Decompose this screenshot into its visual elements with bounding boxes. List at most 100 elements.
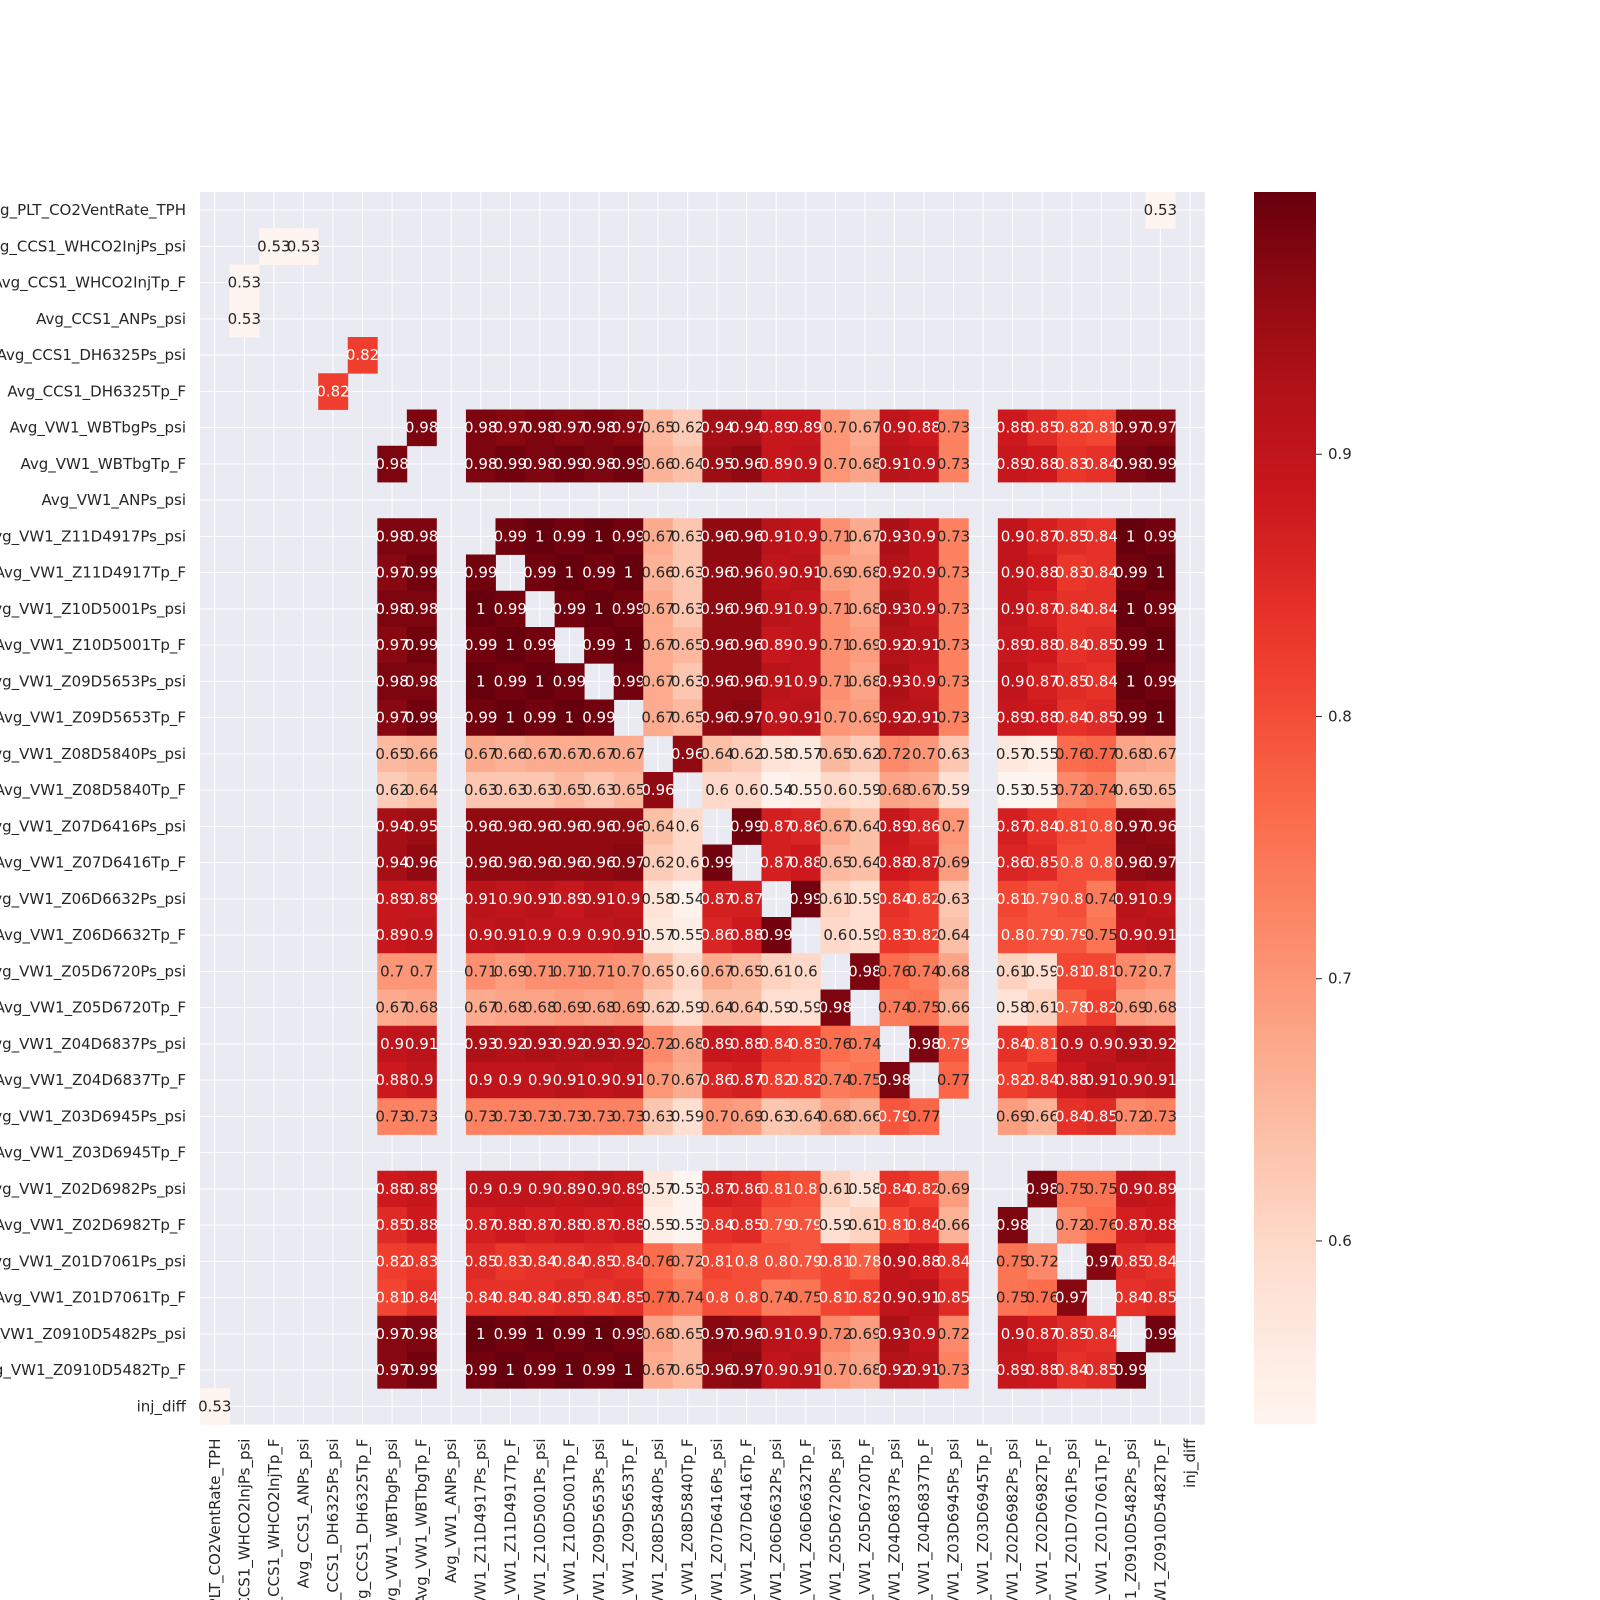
cell-value-label: 0.66 xyxy=(848,1107,881,1125)
cell-value-label: 0.73 xyxy=(553,1107,586,1125)
heatmap-cell xyxy=(613,917,644,954)
heatmap-cell xyxy=(1145,880,1176,918)
heatmap-cell xyxy=(820,1062,851,1099)
cell-value-label: 0.77 xyxy=(907,1107,940,1125)
heatmap-cell xyxy=(525,953,555,990)
cell-value-label: 0.87 xyxy=(730,1071,763,1089)
cell-value-label: 0.89 xyxy=(789,419,822,437)
cell-value-label: 0.84 xyxy=(582,1289,615,1307)
heatmap-cell xyxy=(731,699,762,737)
cell-value-label: 0.68 xyxy=(523,999,556,1017)
heatmap-cell xyxy=(731,1170,762,1208)
heatmap-cell xyxy=(702,1025,733,1063)
cell-value-label: 0.59 xyxy=(848,926,881,944)
cell-value-label: 0.97 xyxy=(375,1361,408,1379)
x-tick-label: Avg_VW1_Z08D5840Tp_F xyxy=(679,1439,698,1600)
cell-value-label: 0.68 xyxy=(405,999,438,1017)
cell-value-label: 0.96 xyxy=(582,817,615,835)
heatmap-cell xyxy=(761,917,792,954)
y-tick-label: Avg_VW1_Z03D6945Ps_psi xyxy=(0,1107,186,1126)
cell-value-label: 0.9 xyxy=(882,1252,906,1270)
heatmap-cell xyxy=(1086,808,1117,845)
cell-value-label: 0.97 xyxy=(730,1361,763,1379)
y-tick-label: Avg_VW1_Z02D6982Ps_psi xyxy=(0,1180,186,1199)
cell-value-label: 0.67 xyxy=(700,962,733,980)
cell-value-label: 0.81 xyxy=(760,1180,793,1198)
heatmap-cell xyxy=(1027,699,1058,737)
cell-value-label: 0.68 xyxy=(671,1035,704,1053)
cell-value-label: 0.85 xyxy=(375,1216,408,1234)
heatmap-cell xyxy=(1116,772,1146,809)
heatmap-cell xyxy=(643,699,674,737)
heatmap-cell xyxy=(672,1352,703,1389)
heatmap-cell xyxy=(672,917,703,954)
cell-value-label: 0.63 xyxy=(523,781,556,799)
heatmap-cell xyxy=(850,880,881,918)
heatmap-cell xyxy=(1027,1315,1058,1353)
cell-value-label: 0.92 xyxy=(878,709,911,727)
cell-value-label: 0.83 xyxy=(1055,564,1088,582)
cell-value-label: 0.9 xyxy=(1001,564,1025,582)
heatmap-cell xyxy=(909,844,940,882)
cell-value-label: 0.9 xyxy=(469,1071,493,1089)
cell-value-label: 0.92 xyxy=(878,564,911,582)
cell-value-label: 0.89 xyxy=(996,455,1029,473)
cell-value-label: 0.9 xyxy=(1001,600,1025,618)
y-tick-label: Avg_VW1_Z11D4917Tp_F xyxy=(0,564,186,583)
y-axis-tick-labels: Avg_PLT_CO2VentRate_TPH Avg_CCS1_WHCO2Inj… xyxy=(0,201,187,1416)
cell-value-label: 0.9 xyxy=(912,527,936,545)
heatmap-cell xyxy=(702,518,733,555)
heatmap-cell xyxy=(495,953,526,990)
x-tick-label: Avg_VW1_Z03D6945Tp_F xyxy=(974,1439,993,1600)
heatmap-cell xyxy=(909,1315,940,1353)
heatmap-cell xyxy=(761,590,792,628)
colorbar-tick-label: 0.6 xyxy=(1328,1232,1352,1250)
cell-value-label: 0.98 xyxy=(996,1216,1029,1234)
heatmap-cell xyxy=(495,880,526,918)
heatmap-cell xyxy=(850,735,881,773)
heatmap-cell xyxy=(1056,1062,1087,1099)
heatmap-cell xyxy=(672,735,703,773)
cell-value-label: 0.98 xyxy=(375,527,408,545)
cell-value-label: 0.9 xyxy=(617,890,641,908)
cell-value-label: 0.98 xyxy=(405,419,438,437)
heatmap-cell xyxy=(495,1098,526,1135)
heatmap-cell xyxy=(584,1170,615,1208)
heatmap-cell xyxy=(643,1279,674,1317)
cell-value-label: 0.64 xyxy=(405,781,438,799)
cell-value-label: 0.98 xyxy=(848,962,881,980)
cell-value-label: 0.55 xyxy=(671,926,704,944)
cell-value-label: 0.82 xyxy=(346,346,379,364)
cell-value-label: 0.67 xyxy=(641,1361,674,1379)
cell-value-label: 0.9 xyxy=(794,1325,818,1343)
cell-value-label: 0.69 xyxy=(848,1325,881,1343)
heatmap-cell xyxy=(909,627,940,664)
heatmap-cell xyxy=(1116,663,1146,700)
cell-value-label: 0.68 xyxy=(848,564,881,582)
x-tick-label: Avg_VW1_Z04D6837Ps_psi xyxy=(885,1439,904,1600)
cell-value-label: 0.86 xyxy=(730,1180,763,1198)
cell-value-label: 0.67 xyxy=(464,745,497,763)
heatmap-cell xyxy=(1116,917,1146,954)
cell-value-label: 0.97 xyxy=(1055,1289,1088,1307)
heatmap-cell xyxy=(879,627,910,664)
heatmap-cell xyxy=(791,989,821,1027)
cell-value-label: 0.71 xyxy=(819,636,852,654)
heatmap-cell xyxy=(672,880,703,918)
cell-value-label: 0.8 xyxy=(1089,854,1113,872)
heatmap-cell xyxy=(465,1062,496,1099)
heatmap-cell xyxy=(879,663,910,700)
cell-value-label: 0.81 xyxy=(1085,419,1118,437)
heatmap-cell xyxy=(584,518,615,555)
heatmap-cell xyxy=(791,1315,821,1353)
cell-value-label: 0.81 xyxy=(878,1216,911,1234)
cell-value-label: 0.82 xyxy=(907,1180,940,1198)
heatmap-cell xyxy=(938,772,969,809)
cell-value-label: 0.69 xyxy=(937,854,970,872)
heatmap-cell xyxy=(377,772,408,809)
heatmap-cell xyxy=(495,989,526,1027)
heatmap-cell xyxy=(495,772,526,809)
cell-value-label: 0.73 xyxy=(937,600,970,618)
heatmap-cell xyxy=(1056,1279,1087,1317)
x-tick-label: Avg_CCS1_ANPs_psi xyxy=(294,1439,313,1589)
